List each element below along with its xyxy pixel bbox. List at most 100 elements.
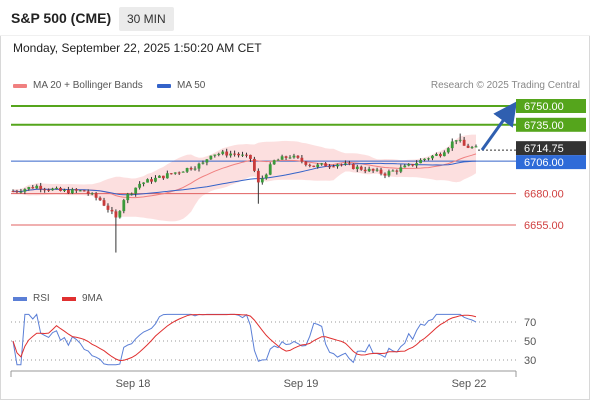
candle-body [19, 191, 23, 193]
candle-body [233, 153, 237, 155]
candle-body [225, 151, 229, 156]
candle-body [252, 158, 256, 171]
candle-body [70, 189, 74, 194]
candle-body [411, 164, 415, 166]
rsi-ma-line [12, 313, 477, 362]
candle-body [122, 200, 126, 212]
legend-ma50: MA 50 [157, 80, 205, 91]
candle-body [43, 189, 47, 191]
candle-body [78, 190, 82, 192]
legend-rsi-ma: 9MA [62, 293, 103, 304]
candle-body [221, 151, 225, 154]
candle-body [63, 189, 66, 191]
price-label-resistance: 6735.00 [524, 120, 564, 132]
timeframe-button[interactable]: 30 MIN [119, 7, 174, 31]
candle-body [450, 141, 454, 149]
candle-body [458, 139, 462, 141]
candle-body [142, 182, 145, 184]
candle-body [169, 173, 173, 175]
candle-body [367, 168, 371, 172]
price-tag-pivot [516, 155, 586, 170]
candle-body [387, 171, 391, 176]
price-label-support: 6655.00 [524, 220, 564, 232]
candle-body [284, 156, 288, 158]
candle-body [438, 154, 442, 157]
candle-body [146, 179, 149, 183]
candle-body [209, 155, 213, 160]
candle-body [201, 162, 205, 164]
candle-body [23, 189, 27, 192]
candle-body [288, 157, 292, 159]
legend-rsi: RSI [13, 293, 50, 304]
candle-body [193, 168, 197, 170]
candle-body [110, 209, 114, 212]
symbol-title: S&P 500 (CME) [11, 10, 112, 26]
candle-body [237, 153, 240, 156]
candle-body [442, 152, 446, 157]
price-label-pivot: 6706.00 [524, 157, 564, 169]
candle-body [249, 154, 252, 159]
candle-body [55, 187, 58, 189]
rsi-panel: 70 50 30 [11, 313, 536, 367]
candle-body [332, 166, 335, 168]
price-tag-resistance [516, 117, 586, 132]
candle-body [114, 211, 118, 218]
candle-body [316, 164, 320, 167]
rsi-label: RSI [33, 293, 50, 304]
x-axis-label: Sep 19 [284, 378, 319, 390]
candle-body [466, 145, 470, 148]
candle-body [185, 168, 189, 172]
candle-body [292, 155, 296, 158]
candle-body [304, 161, 308, 165]
ma50-swatch [157, 83, 171, 88]
rsi-line [12, 313, 477, 366]
candle-body [462, 139, 466, 146]
candle-body [197, 163, 201, 169]
candle-body [241, 154, 244, 156]
candle-body [399, 167, 403, 172]
candle-body [27, 187, 31, 190]
candle-body [90, 193, 94, 195]
candle-body [347, 163, 351, 165]
candle-body [264, 174, 268, 179]
candle-body [31, 187, 35, 189]
credit-text: Research © 2025 Trading Central [430, 80, 580, 91]
rsi-level-label: 30 [524, 355, 536, 367]
ma50-label: MA 50 [177, 80, 206, 91]
candle-body [177, 172, 181, 174]
candle-body [423, 158, 426, 160]
candle-body [276, 159, 280, 161]
candle-body [106, 205, 110, 210]
ma20-label: MA 20 + Bollinger Bands [33, 80, 143, 91]
candle-body [118, 211, 122, 218]
candle-body [229, 153, 233, 156]
candle-body [391, 170, 395, 172]
candle-body [39, 185, 43, 190]
candle-body [407, 164, 411, 166]
candle-body [82, 190, 86, 192]
candle-body [446, 148, 450, 153]
candles [11, 133, 478, 253]
candle-body [320, 163, 324, 165]
rsi-ma-label: 9MA [82, 293, 103, 304]
legend-ma20: MA 20 + Bollinger Bands [13, 80, 143, 91]
candle-body [154, 177, 157, 182]
candle-body [205, 159, 209, 163]
candle-body [189, 168, 193, 170]
candle-body [11, 191, 15, 193]
candle-body [15, 191, 19, 193]
candle-body [340, 164, 343, 166]
candle-body [98, 197, 102, 201]
candle-body [256, 170, 260, 183]
bollinger-band [13, 134, 476, 222]
candle-body [213, 154, 217, 156]
candle-body [74, 189, 78, 191]
candle-body [161, 175, 165, 179]
candle-body [130, 193, 134, 195]
target-arrow [480, 101, 517, 151]
candle-body [86, 191, 90, 194]
candle-body [165, 173, 169, 179]
candle-body [35, 185, 39, 189]
rsi-swatch [13, 296, 27, 301]
